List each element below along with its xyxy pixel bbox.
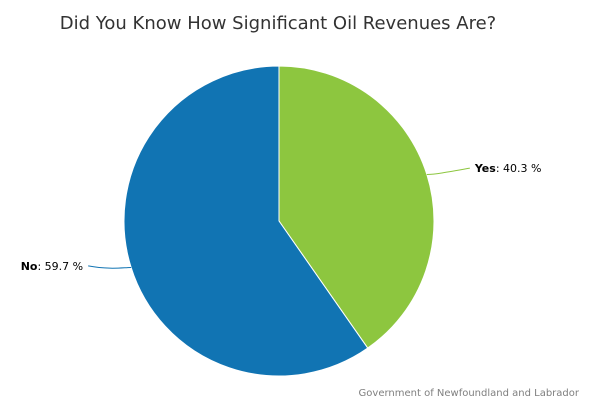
data-label-yes: Yes: 40.3 %	[474, 162, 542, 175]
chart-credit[interactable]: Government of Newfoundland and Labrador	[359, 388, 580, 399]
connector-no	[88, 265, 132, 269]
connector-yes	[426, 167, 470, 175]
data-label-value: : 59.7 %	[37, 260, 83, 273]
data-label-name: Yes	[474, 162, 496, 175]
pie-slice-no[interactable]	[123, 65, 369, 377]
data-label-no: No: 59.7 %	[21, 260, 83, 273]
data-label-name: No	[21, 260, 38, 273]
data-label-value: : 40.3 %	[496, 162, 542, 175]
data-labels: Yes: 40.3 % No: 59.7 %	[21, 162, 542, 273]
chart-title: Did You Know How Significant Oil Revenue…	[60, 13, 496, 34]
pie-slices	[123, 65, 435, 377]
